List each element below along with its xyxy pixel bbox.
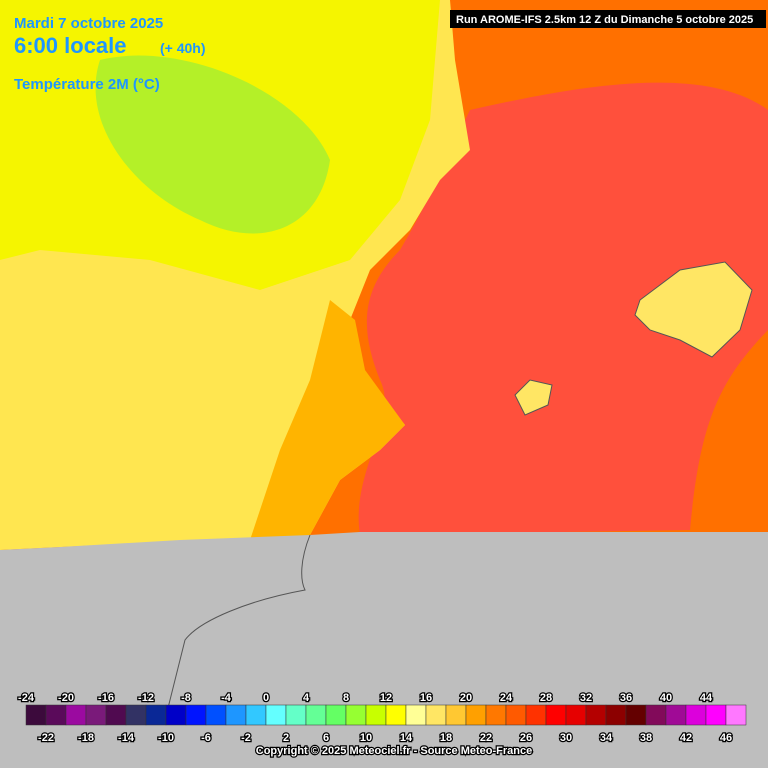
legend: -24-22-20-18-16-14-12-10-8-6-4-202468101… <box>17 691 747 745</box>
time: 6:00 locale <box>14 33 127 58</box>
legend-tick-label: -14 <box>118 732 135 744</box>
legend-swatch <box>605 704 627 726</box>
legend-tick-label: 0 <box>263 692 269 704</box>
land-cold <box>95 55 330 234</box>
legend-tick-label: -10 <box>158 732 174 744</box>
legend-swatch <box>405 704 427 726</box>
legend-tick-label: 14 <box>400 732 413 744</box>
legend-tick-label: 6 <box>323 732 329 744</box>
legend-swatch <box>665 704 687 726</box>
legend-swatch <box>305 704 327 726</box>
legend-swatch <box>165 704 187 726</box>
legend-swatch <box>365 704 387 726</box>
legend-tick-label: 10 <box>360 732 372 744</box>
legend-tick-label: 22 <box>480 732 492 744</box>
legend-swatch <box>45 704 67 726</box>
legend-tick-label: 32 <box>580 692 592 704</box>
legend-tick-label: -12 <box>138 692 154 704</box>
legend-tick-label: 24 <box>500 692 513 704</box>
legend-swatch <box>345 704 367 726</box>
legend-swatch <box>685 704 707 726</box>
legend-tick-label: 36 <box>620 692 632 704</box>
legend-swatch <box>465 704 487 726</box>
legend-swatch <box>425 704 447 726</box>
legend-tick-label: -2 <box>241 732 251 744</box>
border <box>164 534 311 721</box>
legend-swatch <box>85 704 107 726</box>
legend-swatch <box>25 704 47 726</box>
legend-swatch <box>505 704 527 726</box>
legend-swatch <box>725 704 747 726</box>
legend-swatch <box>485 704 507 726</box>
date: Mardi 7 octobre 2025 <box>14 15 163 32</box>
legend-swatch <box>525 704 547 726</box>
legend-swatch <box>285 704 307 726</box>
legend-tick-label: -24 <box>18 692 35 704</box>
legend-swatch <box>445 704 467 726</box>
legend-tick-label: 40 <box>660 692 672 704</box>
sea-hot <box>358 82 768 535</box>
legend-swatch <box>645 704 667 726</box>
land-coast <box>250 300 405 540</box>
variable: Température 2M (°C) <box>14 76 160 93</box>
legend-swatch <box>625 704 647 726</box>
legend-tick-label: 2 <box>283 732 289 744</box>
legend-tick-label: -18 <box>78 732 94 744</box>
legend-tick-label: 20 <box>460 692 472 704</box>
legend-swatch <box>145 704 167 726</box>
legend-swatch <box>65 704 87 726</box>
legend-tick-label: -16 <box>98 692 114 704</box>
legend-tick-label: -6 <box>201 732 211 744</box>
legend-tick-label: 18 <box>440 732 452 744</box>
legend-tick-label: -22 <box>38 732 54 744</box>
run-label: Run AROME-IFS 2.5km 12 Z du Dimanche 5 o… <box>456 14 753 26</box>
legend-tick-label: 30 <box>560 732 572 744</box>
legend-tick-label: 12 <box>380 692 392 704</box>
run-box <box>450 10 766 28</box>
legend-swatch <box>125 704 147 726</box>
legend-tick-label: 16 <box>420 692 432 704</box>
legend-tick-label: 34 <box>600 732 613 744</box>
legend-swatch <box>385 704 407 726</box>
legend-tick-label: 26 <box>520 732 532 744</box>
legend-tick-label: 4 <box>303 692 310 704</box>
legend-swatch <box>225 704 247 726</box>
legend-tick-label: -20 <box>58 692 74 704</box>
legend-tick-label: 28 <box>540 692 552 704</box>
legend-tick-label: 42 <box>680 732 692 744</box>
legend-swatch <box>105 704 127 726</box>
island-ibiza <box>514 379 553 416</box>
legend-swatch <box>205 704 227 726</box>
legend-swatch <box>565 704 587 726</box>
legend-swatch <box>705 704 727 726</box>
lead: (+ 40h) <box>160 40 206 56</box>
legend-tick-label: 38 <box>640 732 652 744</box>
legend-tick-label: 44 <box>700 692 713 704</box>
legend-tick-label: 46 <box>720 732 732 744</box>
legend-tick-label: -8 <box>181 692 191 704</box>
legend-tick-label: 8 <box>343 692 349 704</box>
legend-swatch <box>185 704 207 726</box>
legend-swatch <box>265 704 287 726</box>
no-data <box>0 532 768 768</box>
legend-swatch <box>585 704 607 726</box>
copyright: Copyright © 2025 Meteociel.fr - Source M… <box>256 745 532 757</box>
island-mallorca <box>634 261 753 358</box>
legend-swatch <box>245 704 267 726</box>
legend-tick-label: -4 <box>221 692 232 704</box>
legend-swatch <box>325 704 347 726</box>
legend-swatch <box>545 704 567 726</box>
